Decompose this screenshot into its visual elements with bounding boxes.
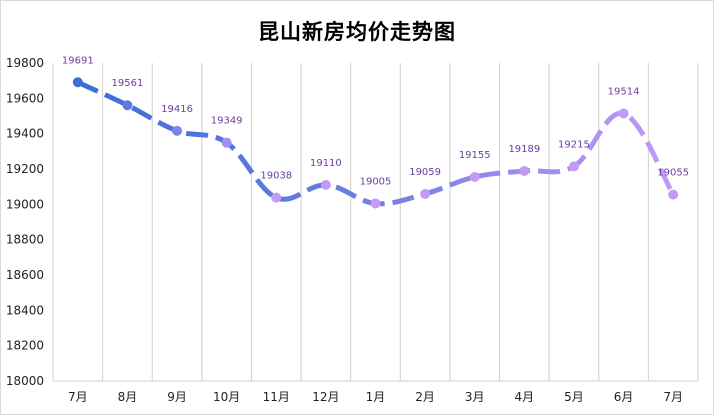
data-point xyxy=(618,108,629,119)
y-tick-label: 19200 xyxy=(6,162,44,176)
chart-title: 昆山新房均价走势图 xyxy=(258,20,456,44)
data-label: 19349 xyxy=(211,116,243,127)
data-point xyxy=(172,125,183,136)
data-label: 19059 xyxy=(409,167,441,178)
data-label: 19005 xyxy=(360,176,392,187)
gridlines xyxy=(52,63,699,382)
y-tick-label: 18200 xyxy=(6,339,44,353)
data-label: 19189 xyxy=(508,144,540,155)
data-point xyxy=(469,171,480,182)
data-point xyxy=(668,189,679,200)
y-tick-label: 18400 xyxy=(6,303,44,317)
data-point xyxy=(271,192,282,203)
data-point xyxy=(320,179,331,190)
y-tick-label: 19600 xyxy=(6,91,44,105)
x-tick-label: 6月 xyxy=(614,390,634,404)
x-tick-label: 5月 xyxy=(564,390,584,404)
x-tick-label: 12月 xyxy=(312,390,339,404)
y-tick-label: 18800 xyxy=(6,233,44,247)
data-label: 19561 xyxy=(112,78,144,89)
data-label: 19038 xyxy=(260,171,292,182)
data-label: 19215 xyxy=(558,139,590,150)
data-point xyxy=(568,161,579,172)
x-axis: 7月 8月 9月 10月 11月 12月 1月 2月 3月 4月 5月 6月 7月 xyxy=(68,390,683,404)
x-tick-label: 7月 xyxy=(68,390,88,404)
y-tick-label: 18000 xyxy=(6,374,44,388)
x-tick-label: 11月 xyxy=(263,390,290,404)
data-labels: 19691 19561 19416 19349 19038 19110 19005 19059… xyxy=(62,55,689,187)
data-point xyxy=(72,77,83,88)
data-point xyxy=(420,188,431,199)
x-tick-label: 1月 xyxy=(366,390,386,404)
data-label: 19691 xyxy=(62,55,94,66)
data-label: 19514 xyxy=(608,87,640,98)
data-point xyxy=(370,198,381,209)
data-point xyxy=(221,137,232,148)
data-label: 19416 xyxy=(161,104,193,115)
x-tick-label: 10月 xyxy=(213,390,240,404)
y-tick-label: 19000 xyxy=(6,197,44,211)
data-label: 19110 xyxy=(310,158,342,169)
x-tick-label: 9月 xyxy=(167,390,187,404)
x-tick-label: 4月 xyxy=(515,390,535,404)
x-tick-label: 7月 xyxy=(663,390,683,404)
x-tick-label: 2月 xyxy=(415,390,435,404)
data-point xyxy=(519,165,530,176)
x-tick-label: 3月 xyxy=(465,390,485,404)
y-tick-label: 19400 xyxy=(6,127,44,141)
y-tick-label: 19800 xyxy=(6,56,44,70)
data-points xyxy=(72,77,679,209)
y-tick-label: 18600 xyxy=(6,268,44,282)
data-label: 19155 xyxy=(459,150,491,161)
x-tick-label: 8月 xyxy=(118,390,138,404)
data-point xyxy=(122,100,133,111)
y-axis: 18000 18200 18400 18600 18800 19000 19200 19400… xyxy=(6,56,44,388)
data-label: 19055 xyxy=(657,168,689,179)
